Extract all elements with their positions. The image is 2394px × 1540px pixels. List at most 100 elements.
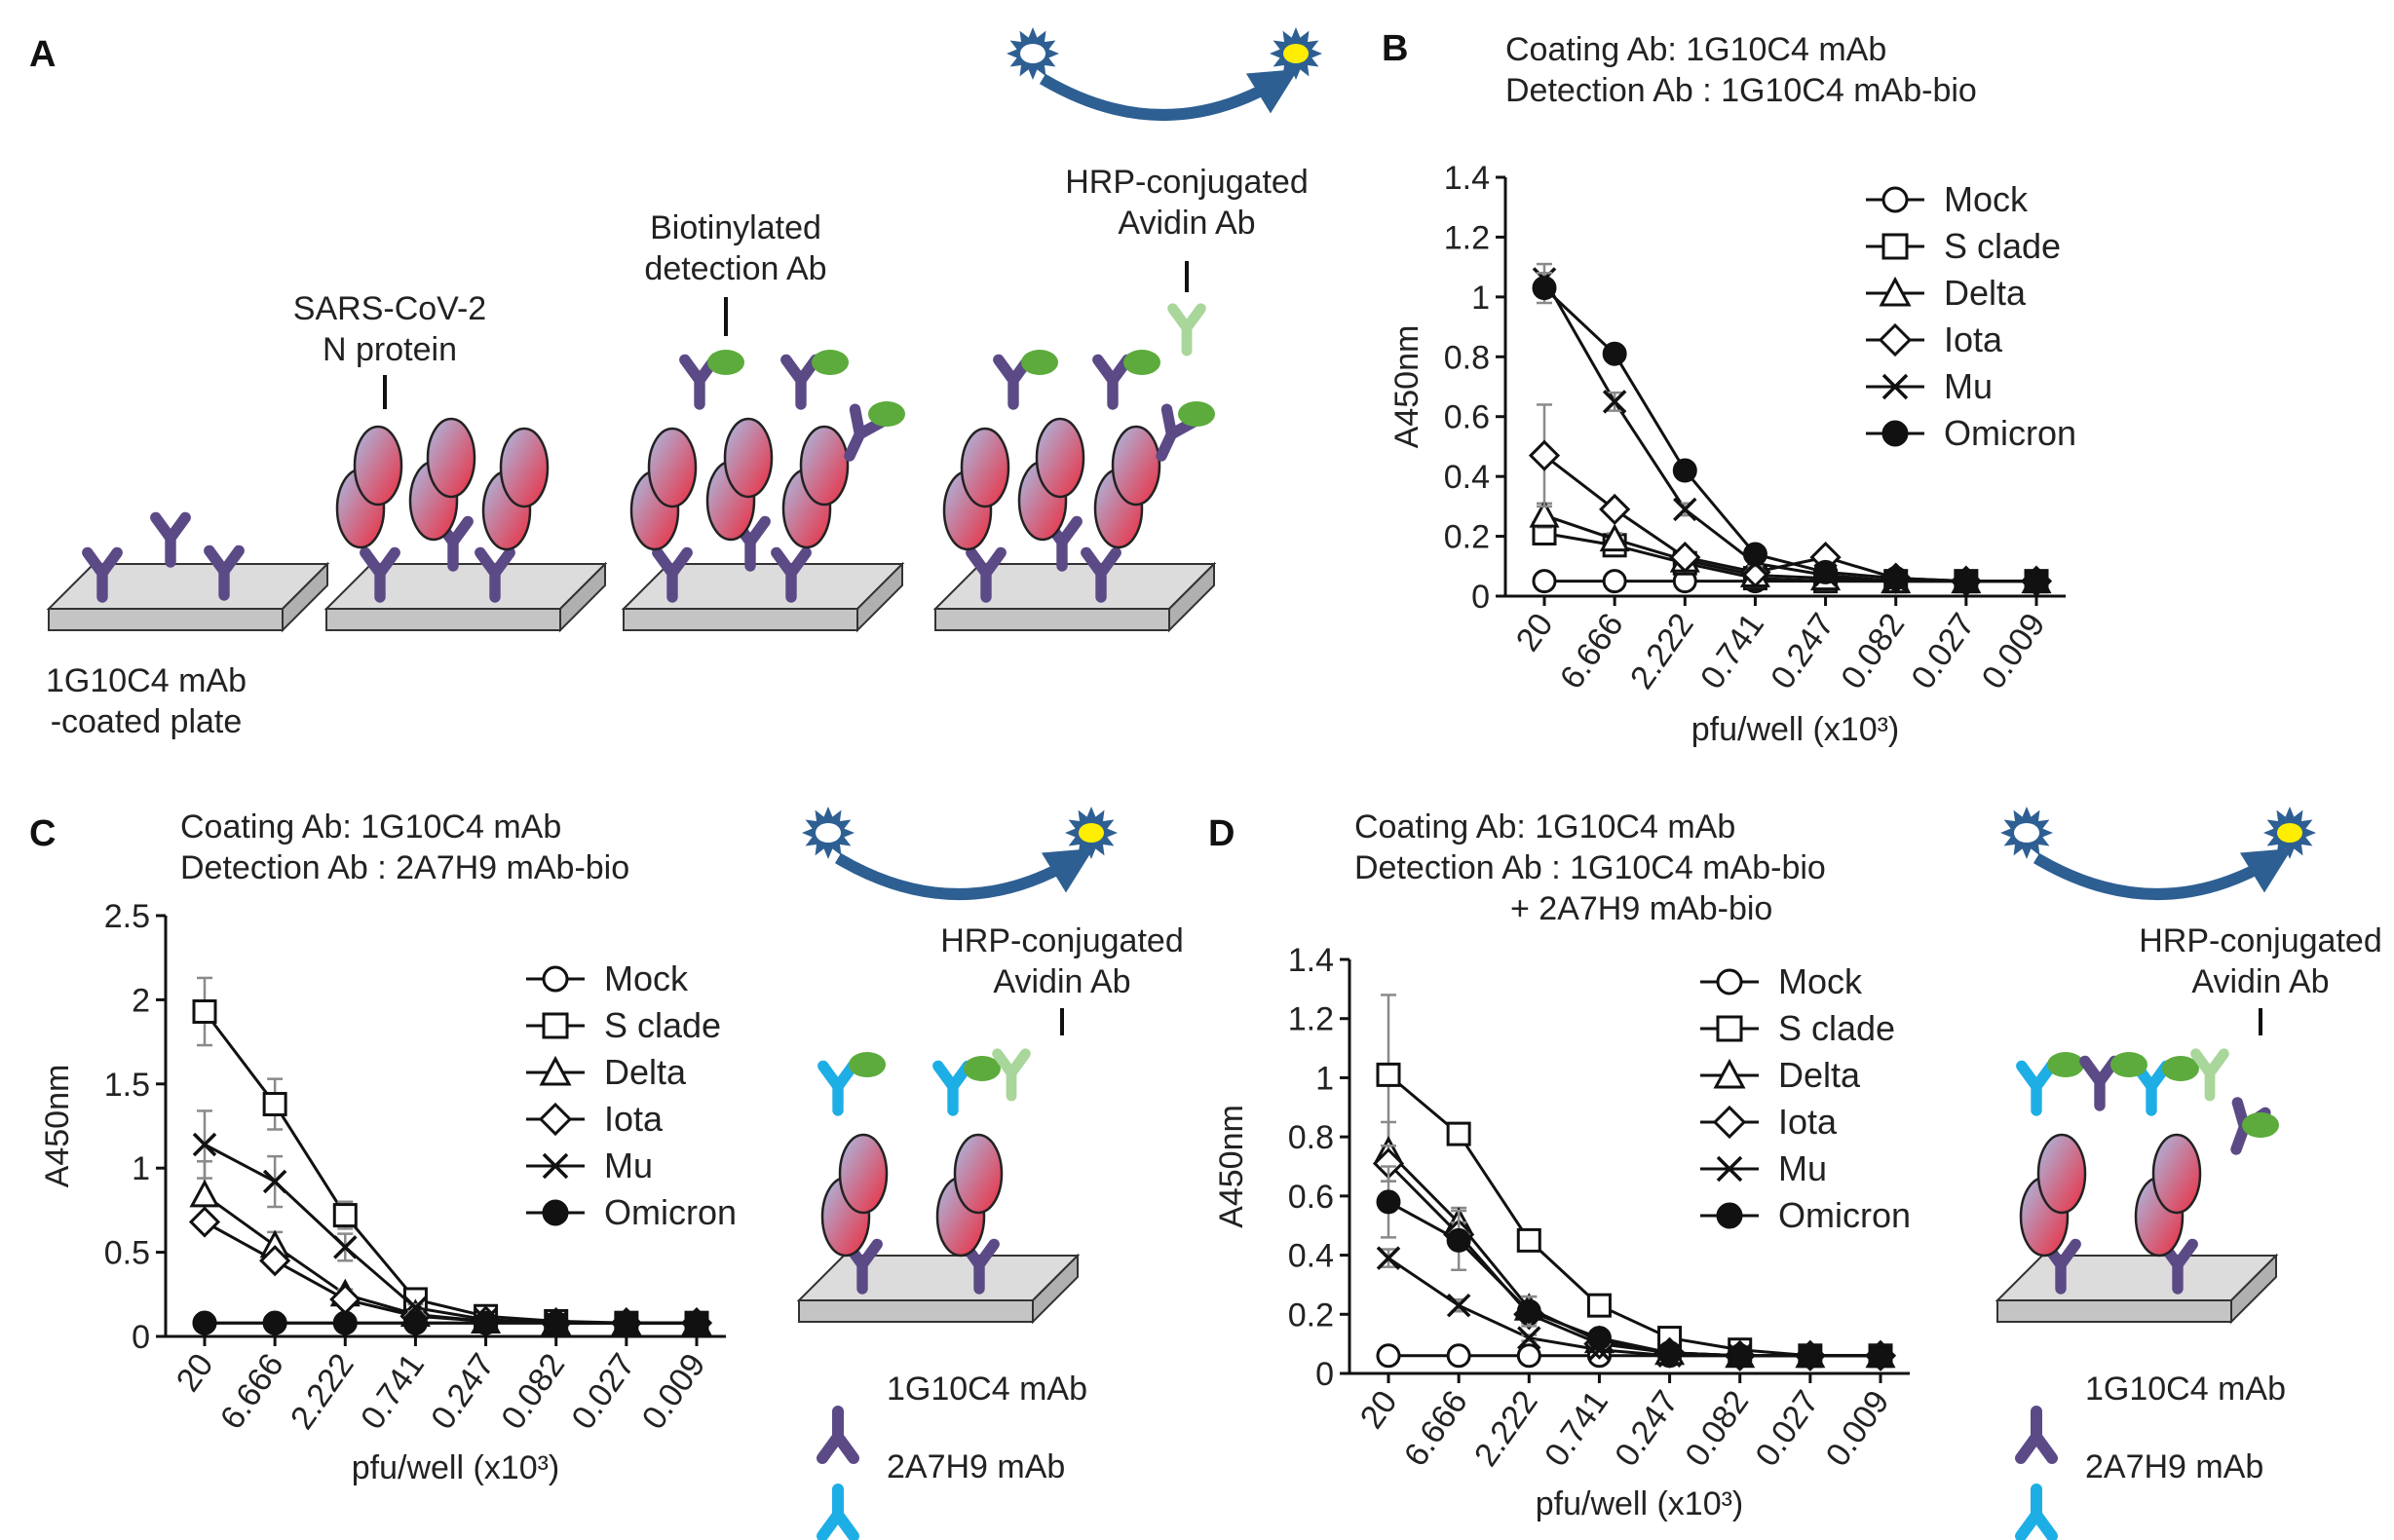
x-tick-label: 0.082: [494, 1347, 572, 1437]
avidin-antibody-icon: [2190, 1048, 2229, 1102]
data-point-omicron: [1798, 1343, 1823, 1369]
antibody-shape: [1167, 303, 1206, 357]
data-point-omicron: [1516, 1298, 1541, 1324]
x-tick-label: 0.027: [1748, 1384, 1826, 1474]
data-point-omicron: [2024, 569, 2049, 594]
n-protein-icon: [1035, 417, 1085, 499]
antibody-shape: [82, 546, 123, 603]
chart-header-line3: + 2A7H9 mAb-bio: [1510, 890, 1772, 927]
antibody-shape: [966, 546, 1007, 603]
chart-header-line1: Coating Ab: 1G10C4 mAb: [1505, 31, 1886, 68]
antibody-shape: [932, 1060, 973, 1116]
data-point-s-clade: [1376, 1062, 1401, 1087]
antibody-shape: [150, 511, 191, 568]
data-point-omicron: [1446, 1227, 1471, 1253]
y-tick-label: 0.4: [1444, 459, 1490, 496]
legend-marker: [1881, 186, 1909, 213]
legend-label-1: 2A7H9 mAb: [887, 1448, 1065, 1485]
purple-antibody-icon: [817, 1406, 859, 1464]
data-point-omicron: [1813, 559, 1839, 584]
x-axis-label: pfu/well (x10³): [1536, 1485, 1744, 1522]
blue-antibody-icon: [2016, 1060, 2057, 1116]
legend-marker: [1879, 276, 1912, 307]
antibody-icon: [82, 546, 123, 603]
chart-c: Coating Ab: 1G10C4 mAb Detection Ab : 2A7…: [39, 808, 737, 1486]
n-protein-icon: [960, 427, 1010, 508]
legend-marker: [1713, 1058, 1746, 1089]
data-point-omicron: [262, 1310, 287, 1335]
plate-edge: [856, 561, 903, 633]
antibody-icon: [475, 546, 515, 603]
y-tick-label: 0: [1471, 579, 1490, 616]
chart-header-line2: Detection Ab : 2A7H9 mAb-bio: [180, 849, 629, 886]
data-point-omicron: [1532, 276, 1557, 301]
data-point-omicron: [1954, 569, 1979, 594]
hrp-signal-icon-core: [1079, 823, 1104, 843]
data-point-s-clade: [1446, 1121, 1471, 1146]
legend-label-omicron: Omicron: [604, 1192, 737, 1232]
plate-edge: [559, 561, 606, 633]
n-protein-icon: [723, 417, 774, 499]
biotin-icon: [707, 350, 744, 375]
detection-ab-label-line2: detection Ab: [644, 250, 826, 287]
hrp-label-line1: HRP-conjugated: [940, 922, 1183, 959]
blue-antibody-icon: [932, 1060, 973, 1116]
data-point-s-clade: [1586, 1293, 1612, 1318]
y-tick-label: 0.2: [1444, 519, 1490, 556]
data-point-mu: [1446, 1293, 1471, 1318]
hrp-signal-icon-core: [1283, 44, 1309, 63]
chart-b: Coating Ab: 1G10C4 mAb Detection Ab : 1G1…: [1388, 31, 2076, 748]
biotin-icon: [868, 401, 905, 427]
antibody-shape: [2190, 1048, 2229, 1102]
plate-side: [798, 1299, 1034, 1323]
panel-c-schematic: HRP-conjugated Avidin Ab 1G10C4 mAb 2A7H9 m…: [796, 807, 1184, 1540]
avidin-antibody-icon: [992, 1048, 1031, 1102]
plate-side: [623, 608, 858, 631]
data-point-mu: [333, 1235, 358, 1259]
hrp-label-line1: HRP-conjugated: [2139, 922, 2381, 959]
data-point-delta: [189, 1179, 220, 1208]
data-point-iota: [1599, 493, 1631, 526]
legend-label-delta: Delta: [604, 1052, 687, 1092]
data-point-omicron: [1672, 458, 1697, 483]
legend-label-0: 1G10C4 mAb: [887, 1371, 1087, 1408]
x-tick-label: 2.222: [1623, 607, 1701, 696]
x-tick-label: 0.741: [354, 1347, 432, 1437]
antibody-shape: [652, 546, 693, 603]
antibody-icon: [1092, 354, 1133, 410]
plate-edge: [282, 561, 328, 633]
x-tick-label: 2.222: [1467, 1384, 1545, 1474]
legend-label-s-clade: S clade: [604, 1005, 721, 1045]
data-point-mock: [1446, 1343, 1471, 1369]
legend-label-mock: Mock: [604, 958, 689, 998]
blue-antibody-icon: [817, 1484, 859, 1540]
legend-label-mu: Mu: [604, 1146, 653, 1185]
legend-label-s-clade: S clade: [1778, 1008, 1895, 1048]
legend-marker: [1716, 968, 1743, 995]
antibody-shape: [360, 546, 400, 603]
data-point-s-clade: [1516, 1227, 1541, 1253]
y-axis-label: A450nm: [39, 1065, 76, 1188]
antibody-icon: [771, 546, 812, 603]
antibody-shape: [780, 354, 821, 410]
antibody-icon: [1081, 546, 1121, 603]
legend-marker: [1716, 1155, 1743, 1183]
purple-antibody-icon: [2015, 1406, 2058, 1464]
data-point-omicron: [1742, 542, 1767, 567]
y-tick-label: 1.5: [104, 1067, 150, 1104]
panel-a-schematic: 1G10C4 mAb -coated plate SARS-CoV-2 N prote…: [46, 27, 1322, 740]
n-protein-icon: [2151, 1133, 2202, 1215]
antibody-shape: [771, 546, 812, 603]
plate-side: [48, 608, 284, 631]
chart-header-line1: Coating Ab: 1G10C4 mAb: [180, 808, 561, 845]
n-protein-label-line2: N protein: [323, 331, 457, 368]
x-tick-label: 0.009: [1819, 1384, 1897, 1474]
legend-label-1: 2A7H9 mAb: [2085, 1448, 2263, 1485]
data-point-omicron: [192, 1310, 217, 1335]
data-point-omicron: [1868, 1343, 1893, 1369]
antibody-shape: [1081, 546, 1121, 603]
plate-icon: [1995, 1255, 2279, 1301]
legend-marker: [1881, 233, 1909, 260]
data-point-omicron: [402, 1310, 428, 1335]
y-tick-label: 1: [1315, 1060, 1334, 1097]
